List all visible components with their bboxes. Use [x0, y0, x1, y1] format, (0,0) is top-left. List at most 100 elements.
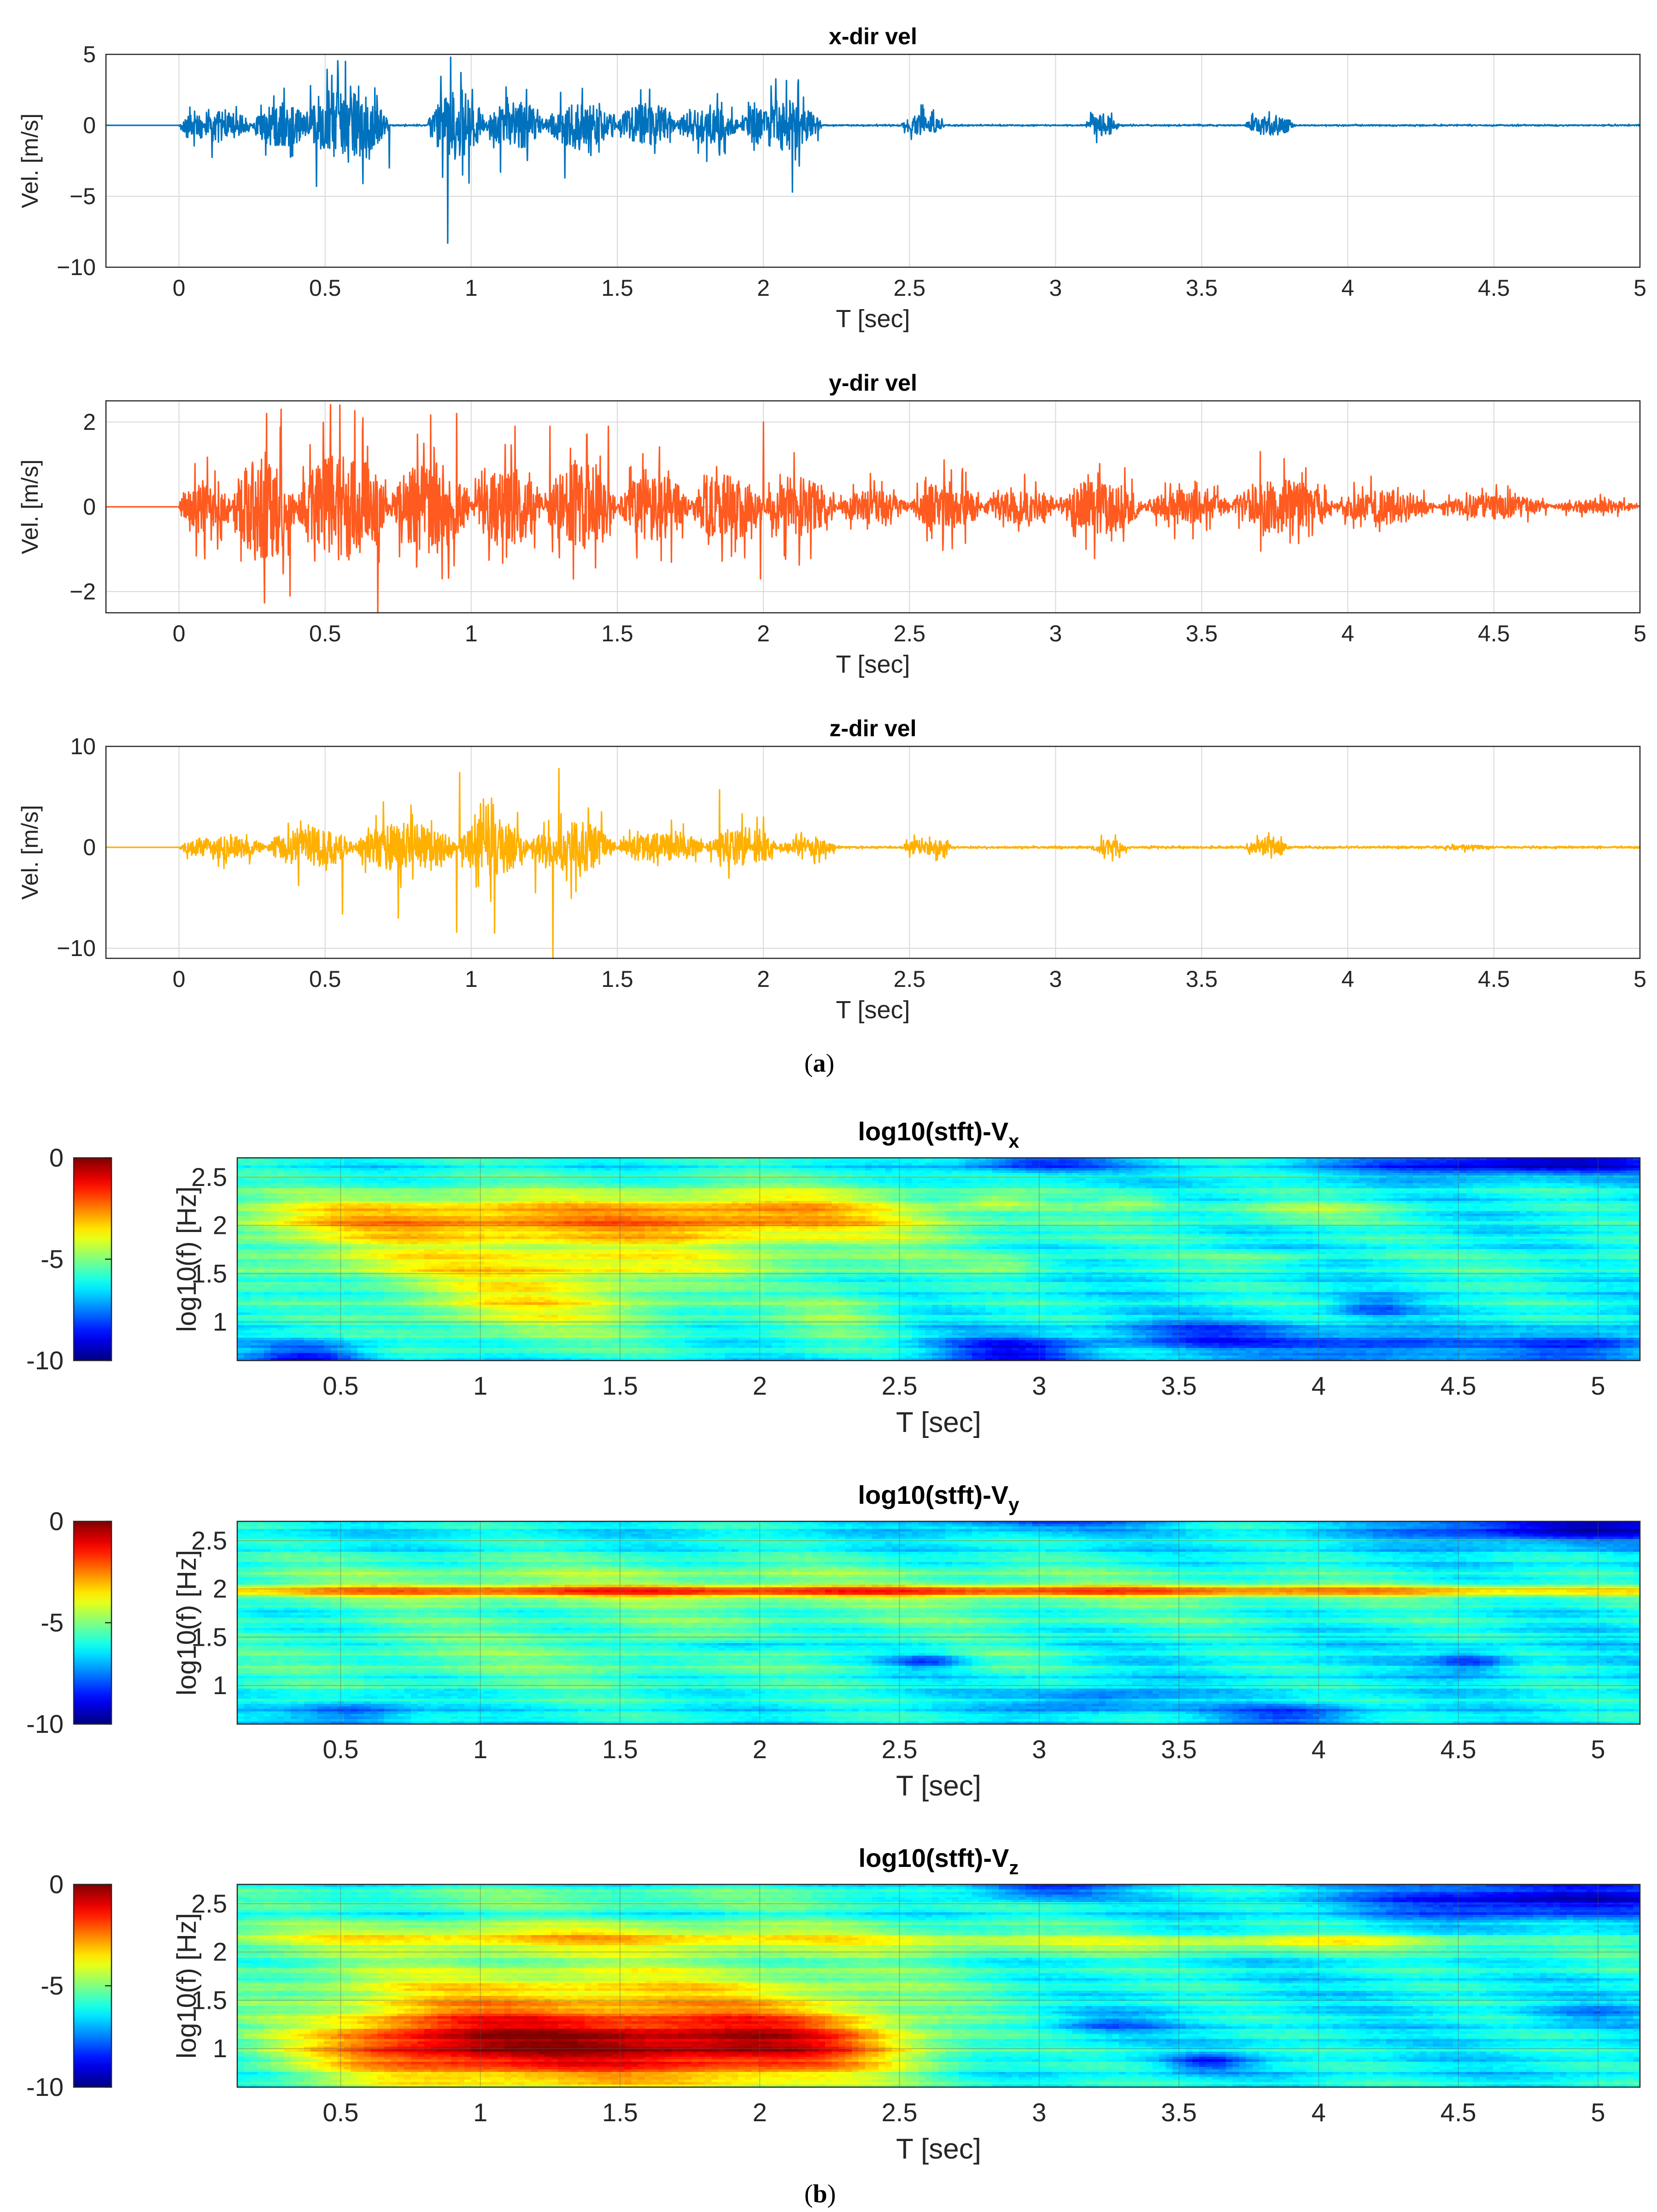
x-vel-ytick-label-3: 5 [83, 41, 96, 67]
x-vel-ytick-label-0: −10 [57, 254, 96, 280]
figure: 0 0.5 1 1.5 2 2.5 3 3.5 4 4.5 5 −10 −5 0 5 x-dir vel T [… [0, 0, 1657, 2212]
z-vel-ytick-label-1: 0 [83, 834, 96, 860]
stft-vz-xtick-label-8: 4.5 [1440, 2098, 1476, 2127]
stft-vx-xtick-label-6: 3.5 [1161, 1371, 1197, 1400]
y-vel-xtick-label-10: 5 [1634, 621, 1646, 646]
z-vel-xlabel: T [sec] [836, 996, 910, 1024]
stft-vz-chart: 0.5 1 1.5 2 2.5 3 3.5 4 4.5 511.522.5log10(stft)-… [26, 1843, 1640, 2165]
stft-vy-xtick-label-1: 1 [473, 1735, 487, 1764]
y-vel-xtick-label-0: 0 [173, 621, 186, 646]
z-vel-ytick-label-0: −10 [57, 935, 96, 961]
stft-vy-xtick-label-5: 3 [1032, 1735, 1046, 1764]
stft-vy-xtick-label-8: 4.5 [1440, 1735, 1476, 1764]
stft-vz-xlabel: T [sec] [896, 2133, 981, 2165]
z-vel-ylabel: Vel. [m/s] [17, 805, 43, 900]
stft-vz-xtick-label-7: 4 [1312, 2098, 1326, 2127]
stft-vz-heatmap-cells [237, 1884, 1640, 2088]
z-vel-xtick-label-7: 3.5 [1186, 966, 1218, 992]
z-vel-xtick-label-4: 2 [757, 966, 770, 992]
stft-vy-xtick-label-6: 3.5 [1161, 1735, 1197, 1764]
stft-vy-ytick-label-0: 1 [213, 1671, 227, 1700]
z-vel-xtick-label-6: 3 [1049, 966, 1062, 992]
stft-vx-ytick-label-2: 2 [213, 1211, 227, 1240]
stft-vy-xtick-label-7: 4 [1312, 1735, 1326, 1764]
stft-vx-xtick-label-8: 4.5 [1440, 1371, 1476, 1400]
x-vel-xtick-label-10: 5 [1634, 275, 1646, 301]
y-vel-xtick-label-1: 0.5 [309, 621, 341, 646]
stft-vz-xtick-label-3: 2 [753, 2098, 767, 2127]
stft-vy-ylabel: log10(f) [Hz] [172, 1550, 202, 1696]
y-vel-xtick-label-3: 1.5 [601, 621, 633, 646]
y-vel-ytick-label-1: 0 [83, 494, 96, 520]
y-vel-ytick-label-2: 2 [83, 409, 96, 435]
x-vel-xtick-label-3: 1.5 [601, 275, 633, 301]
x-vel-ytick-label-2: 0 [83, 112, 96, 138]
x-vel-xtick-label-4: 2 [757, 275, 770, 301]
z-vel-xtick-label-5: 2.5 [894, 966, 926, 992]
y-vel-ytick-label-0: −2 [70, 579, 96, 604]
stft-vy-xtick-label-0: 0.5 [323, 1735, 359, 1764]
y-vel-title: y-dir vel [829, 370, 917, 396]
stft-vz-colorbar-label-1: -5 [41, 1971, 64, 2000]
stft-vx-colorbar-label-1: -5 [41, 1244, 64, 1273]
stft-vz-colorbar-label-2: -10 [26, 2072, 64, 2101]
z-vel-xtick-label-1: 0.5 [309, 966, 341, 992]
stft-vy-xtick-label-3: 2 [753, 1735, 767, 1764]
stft-vy-colorbar-label-1: -5 [41, 1608, 64, 1637]
panel-label-a: (a) [804, 1049, 834, 1078]
stft-vy-chart: 0.5 1 1.5 2 2.5 3 3.5 4 4.5 511.522.5log10(stft)-… [26, 1480, 1640, 1802]
x-vel-title: x-dir vel [829, 23, 917, 49]
y-vel-xtick-label-4: 2 [757, 621, 770, 646]
stft-vy-heatmap-cells [237, 1521, 1640, 1725]
z-vel-ytick-label-2: 10 [70, 733, 96, 759]
z-vel-xtick-label-3: 1.5 [601, 966, 633, 992]
x-vel-xtick-label-2: 1 [465, 275, 478, 301]
stft-vx-xtick-label-1: 1 [473, 1371, 487, 1400]
x-vel-xtick-label-6: 3 [1049, 275, 1062, 301]
y-vel-ylabel: Vel. [m/s] [17, 459, 43, 554]
panel-label-b: (b) [804, 2179, 836, 2209]
stft-vx-ylabel: log10(f) [Hz] [172, 1186, 202, 1332]
x-vel-ytick-label-1: −5 [70, 183, 96, 209]
z-vel-xtick-label-9: 4.5 [1478, 966, 1510, 992]
y-vel-xlabel: T [sec] [836, 651, 910, 678]
y-vel-xtick-label-7: 3.5 [1186, 621, 1218, 646]
y-vel-xtick-label-9: 4.5 [1478, 621, 1510, 646]
z-vel-title: z-dir vel [830, 716, 917, 741]
stft-vy-ytick-label-2: 2 [213, 1574, 227, 1603]
z-vel-xtick-label-8: 4 [1341, 966, 1354, 992]
y-vel-xtick-label-5: 2.5 [894, 621, 926, 646]
stft-vz-ytick-label-0: 1 [213, 2034, 227, 2063]
stft-vx-xtick-label-4: 2.5 [882, 1371, 918, 1400]
stft-vx-xtick-label-2: 1.5 [602, 1371, 638, 1400]
stft-vz-ytick-label-2: 2 [213, 1937, 227, 1966]
stft-vx-xtick-label-3: 2 [753, 1371, 767, 1400]
stft-vz-xtick-label-6: 3.5 [1161, 2098, 1197, 2127]
x-vel-xtick-label-1: 0.5 [309, 275, 341, 301]
stft-vx-xlabel: T [sec] [896, 1407, 981, 1438]
x-vel-xlabel: T [sec] [836, 305, 910, 333]
stft-vx-xtick-label-5: 3 [1032, 1371, 1046, 1400]
x-vel-xtick-label-0: 0 [173, 275, 186, 301]
stft-vx-ytick-label-0: 1 [213, 1307, 227, 1336]
stft-vx-xtick-label-7: 4 [1312, 1371, 1326, 1400]
stft-vx-colorbar-label-0: 0 [49, 1143, 64, 1172]
y-vel-xtick-label-8: 4 [1341, 621, 1354, 646]
stft-vy-colorbar-label-2: -10 [26, 1709, 64, 1738]
stft-vx-colorbar-label-2: -10 [26, 1346, 64, 1375]
stft-vy-title: log10(stft)-Vy [858, 1480, 1019, 1515]
stft-vz-xtick-label-2: 1.5 [602, 2098, 638, 2127]
stft-vz-colorbar-label-0: 0 [49, 1870, 64, 1899]
x-vel-xtick-label-5: 2.5 [894, 275, 926, 301]
stft-vy-xtick-label-2: 1.5 [602, 1735, 638, 1764]
stft-vy-colorbar-label-0: 0 [49, 1507, 64, 1536]
x-vel-xtick-label-8: 4 [1341, 275, 1354, 301]
stft-vx-xtick-label-0: 0.5 [323, 1371, 359, 1400]
stft-vy-xlabel: T [sec] [896, 1770, 981, 1802]
stft-vx-title: log10(stft)-Vx [858, 1117, 1019, 1152]
stft-vz-title: log10(stft)-Vz [859, 1843, 1019, 1878]
stft-vz-xtick-label-4: 2.5 [882, 2098, 918, 2127]
